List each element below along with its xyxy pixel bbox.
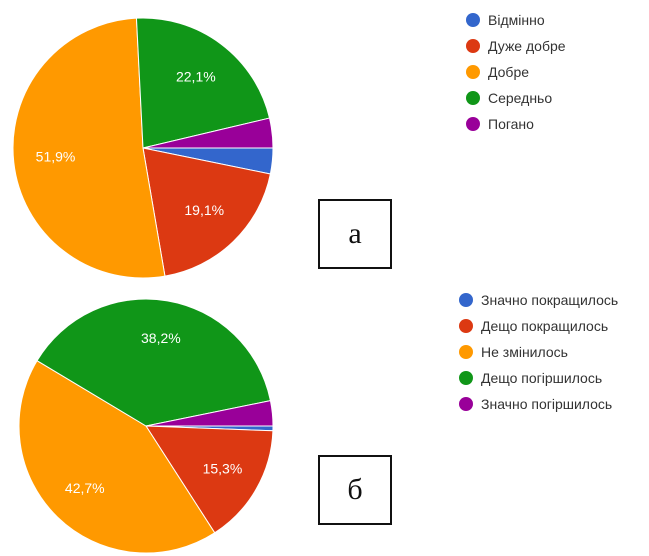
slice-data-label: 22,1% (176, 68, 216, 84)
slice-data-label: 19,1% (184, 202, 224, 218)
legend-swatch (466, 117, 480, 131)
pie-chart-b: 15,3% 42,7% 38,2% (18, 298, 274, 554)
caption-a: а (318, 199, 392, 269)
slice-data-label: 51,9% (36, 148, 76, 164)
pie-slice-5 (142, 117, 274, 149)
slice-data-label: 42,7% (65, 480, 105, 496)
legend-swatch (459, 319, 473, 333)
legend-label: Не змінилось (481, 344, 568, 360)
legend-swatch (459, 345, 473, 359)
legend-label: Дещо покращилось (481, 318, 609, 334)
pie-slice-2 (142, 147, 271, 277)
pie-slice-4 (36, 298, 272, 427)
legend-label: Погано (488, 116, 534, 132)
legend-label: Відмінно (488, 12, 545, 28)
legend-swatch (466, 91, 480, 105)
legend-label: Значно покращилось (481, 292, 619, 308)
legend-swatch (466, 39, 480, 53)
legend-label: Значно погіршилось (481, 396, 613, 412)
legend-label: Середньо (488, 90, 553, 106)
pie-chart-a: 19,1% 51,9% 22,1% (12, 17, 274, 279)
pie-slice-3 (12, 17, 166, 279)
legend-swatch (466, 13, 480, 27)
pie-slice-4 (135, 17, 271, 149)
caption-b: б (318, 455, 392, 525)
pie-slice-5 (145, 400, 274, 427)
legend-label: Дещо погіршилось (481, 370, 603, 386)
legend-swatch (459, 293, 473, 307)
legend-swatch (459, 397, 473, 411)
slice-data-label: 38,2% (141, 330, 181, 346)
legend-swatch (466, 65, 480, 79)
slice-data-label: 15,3% (203, 460, 243, 476)
legend-label: Дуже добре (488, 38, 566, 54)
pie-chart-panel-a: 19,1% 51,9% 22,1% Відмінно Дуже добре Добр… (12, 12, 566, 279)
pie-chart-panel-b: 15,3% 42,7% 38,2% Значно покращилось Дещо … (0, 290, 649, 556)
legend-swatch (459, 371, 473, 385)
legend-label: Добре (488, 64, 530, 80)
pie-slice-2 (145, 425, 274, 534)
pie-slice-3 (18, 359, 216, 554)
